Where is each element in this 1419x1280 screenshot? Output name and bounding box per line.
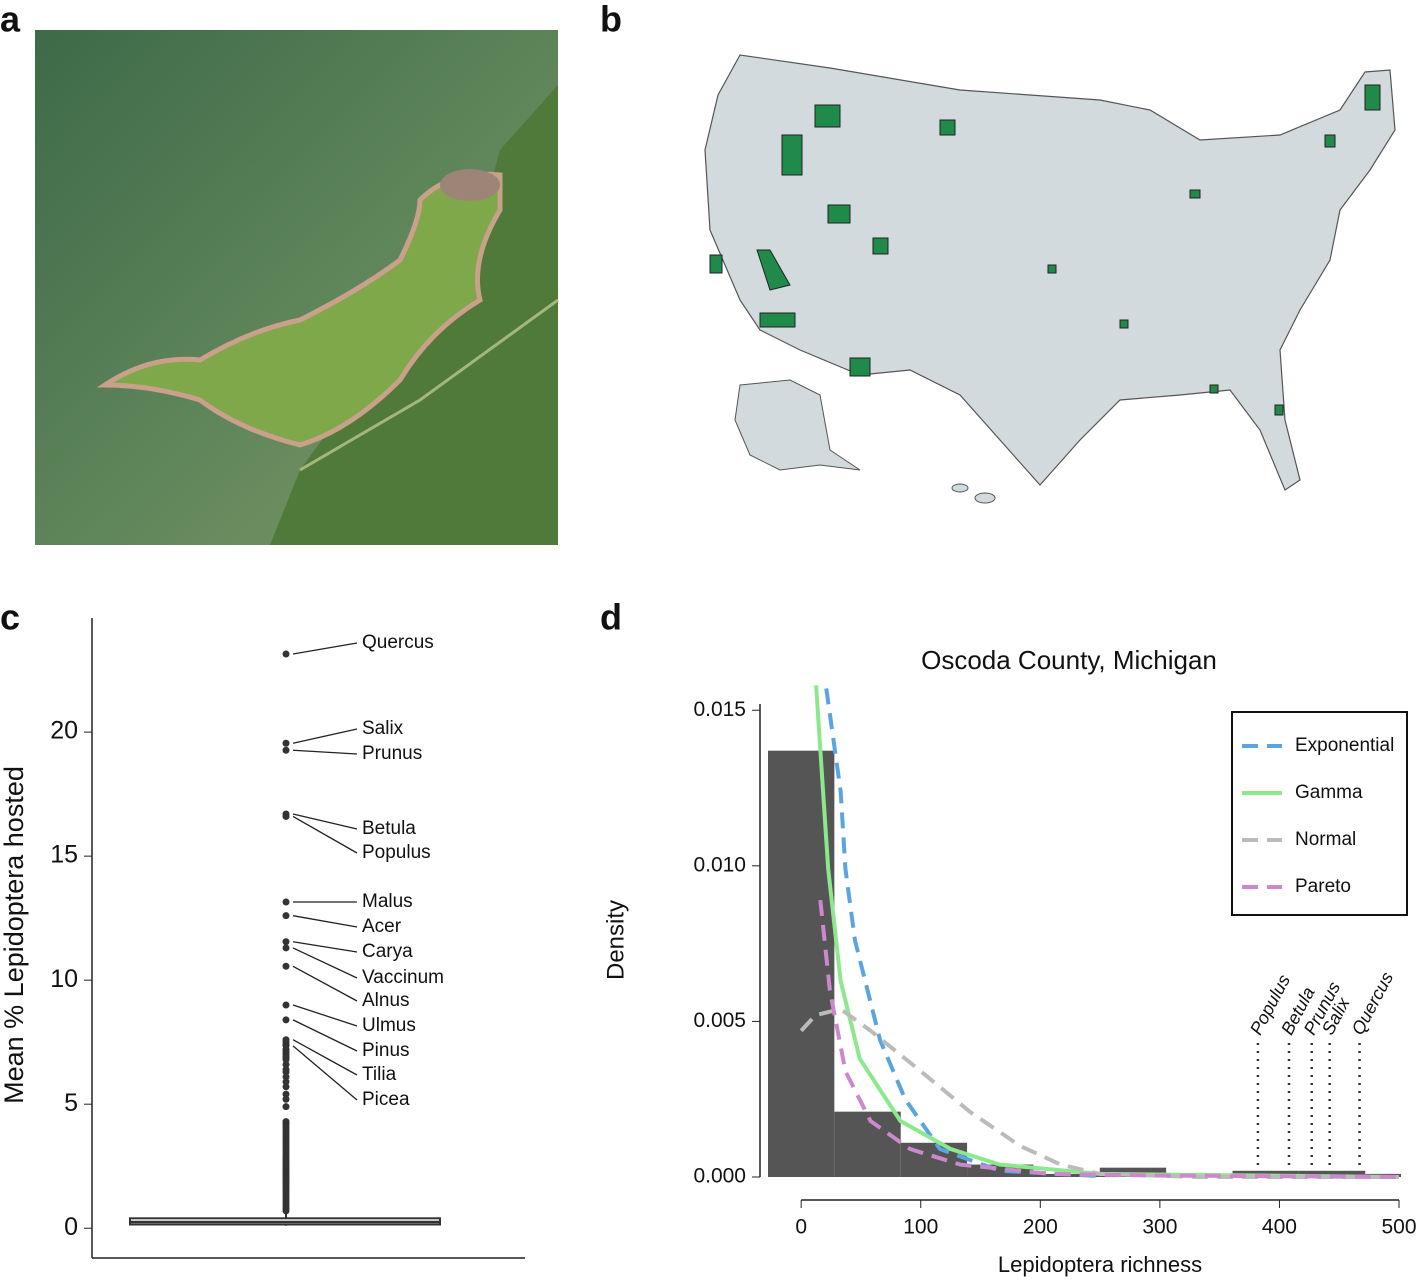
outlier bbox=[282, 912, 290, 920]
label-leader bbox=[292, 1039, 358, 1076]
y-tick-label: 15 bbox=[50, 841, 78, 869]
outlier-label: Prunus bbox=[362, 743, 422, 764]
y-tick-label: 0 bbox=[64, 1213, 78, 1241]
outlier-label: Populus bbox=[362, 842, 431, 863]
label-leader bbox=[292, 915, 358, 928]
outlier bbox=[282, 944, 290, 952]
y-axis-label: Mean % Lepidoptera hosted bbox=[0, 766, 29, 1104]
y-tick-label: 20 bbox=[50, 717, 78, 745]
label-leader bbox=[292, 947, 358, 979]
outlier bbox=[282, 812, 290, 820]
x-tick-label: 300 bbox=[1142, 1216, 1177, 1239]
density-curve bbox=[814, 685, 1400, 1179]
outlier-label: Malus bbox=[362, 891, 413, 912]
label-leader bbox=[292, 1019, 358, 1052]
panel-label: c bbox=[0, 597, 20, 638]
outlier bbox=[282, 1090, 290, 1098]
outlier bbox=[282, 1083, 290, 1091]
outlier-label: Picea bbox=[362, 1089, 410, 1110]
x-tick-label: 500 bbox=[1381, 1216, 1416, 1239]
legend-label: Pareto bbox=[1295, 876, 1351, 897]
outlier bbox=[282, 1095, 290, 1103]
label-leader bbox=[292, 965, 358, 1002]
legend-label: Normal bbox=[1295, 829, 1356, 850]
label-leader bbox=[292, 642, 358, 655]
outlier bbox=[282, 938, 290, 946]
label-leader bbox=[292, 1004, 358, 1027]
outlier-label: Tilia bbox=[362, 1064, 397, 1085]
outlier bbox=[282, 1036, 290, 1044]
outlier-label: Pinus bbox=[362, 1040, 410, 1061]
y-tick-label: 0.005 bbox=[693, 1009, 746, 1032]
chart-title: Oscoda County, Michigan bbox=[921, 645, 1217, 675]
x-tick-label: 0 bbox=[795, 1216, 807, 1239]
outlier bbox=[282, 898, 290, 906]
outlier bbox=[282, 1078, 290, 1086]
outlier-label: Quercus bbox=[362, 632, 434, 653]
outlier bbox=[282, 739, 290, 747]
panel-label: b bbox=[600, 0, 622, 40]
density-curve bbox=[818, 899, 1400, 1179]
x-axis-label: Lepidoptera richness bbox=[998, 1252, 1202, 1277]
annotation-label: Quercus bbox=[1348, 969, 1398, 1038]
x-tick-label: 200 bbox=[1023, 1216, 1058, 1239]
panel-label: a bbox=[0, 0, 21, 40]
y-tick-label: 0.010 bbox=[693, 853, 746, 876]
outlier bbox=[282, 1103, 290, 1111]
map bbox=[704, 54, 1396, 504]
outlier-label: Acer bbox=[362, 916, 402, 937]
panel-label: d bbox=[600, 597, 622, 638]
label-leader bbox=[292, 749, 358, 755]
outlier-label: Alnus bbox=[362, 990, 410, 1011]
x-tick-label: 400 bbox=[1262, 1216, 1297, 1239]
label-leader bbox=[292, 815, 358, 854]
outlier-label: Salix bbox=[362, 718, 404, 739]
outlier bbox=[282, 1001, 290, 1009]
label-leader bbox=[292, 813, 358, 830]
outlier bbox=[282, 746, 290, 754]
outlier bbox=[282, 650, 290, 658]
outlier-label: Vaccinum bbox=[362, 967, 444, 988]
outlier bbox=[282, 1056, 290, 1064]
y-tick-label: 0.015 bbox=[693, 698, 746, 721]
histogram-bar bbox=[1298, 1170, 1366, 1177]
panel-c: 0 5 10 15 20 Mean % Lepidoptera hosted Quercus… bbox=[0, 618, 525, 1259]
photo bbox=[35, 30, 559, 545]
legend-label: Gamma bbox=[1295, 782, 1363, 803]
outlier bbox=[282, 1073, 290, 1081]
outlier bbox=[282, 1016, 290, 1024]
histogram-bar bbox=[834, 1111, 901, 1177]
y-axis-label: Density bbox=[602, 900, 629, 980]
outlier bbox=[282, 962, 290, 970]
label-leader bbox=[292, 1045, 358, 1101]
y-tick-label: 10 bbox=[50, 965, 78, 993]
outlier bbox=[282, 1042, 290, 1050]
y-tick-label: 5 bbox=[64, 1089, 78, 1117]
x-tick-label: 100 bbox=[903, 1216, 938, 1239]
outlier bbox=[282, 1061, 290, 1069]
outlier-label: Ulmus bbox=[362, 1015, 416, 1036]
panel-d: Oscoda County, Michigan 0.000 0.005 0.010 0.… bbox=[602, 645, 1416, 1277]
density-curve bbox=[824, 688, 1101, 1179]
outlier bbox=[282, 1068, 290, 1076]
legend-label: Exponential bbox=[1295, 735, 1394, 756]
y-tick-label: 0.000 bbox=[693, 1165, 746, 1188]
legend-box bbox=[1231, 711, 1408, 916]
outlier-label: Betula bbox=[362, 818, 416, 839]
outlier-label: Carya bbox=[362, 941, 413, 962]
outlier bbox=[282, 1207, 290, 1215]
label-leader bbox=[292, 728, 358, 744]
label-leader bbox=[292, 941, 358, 953]
